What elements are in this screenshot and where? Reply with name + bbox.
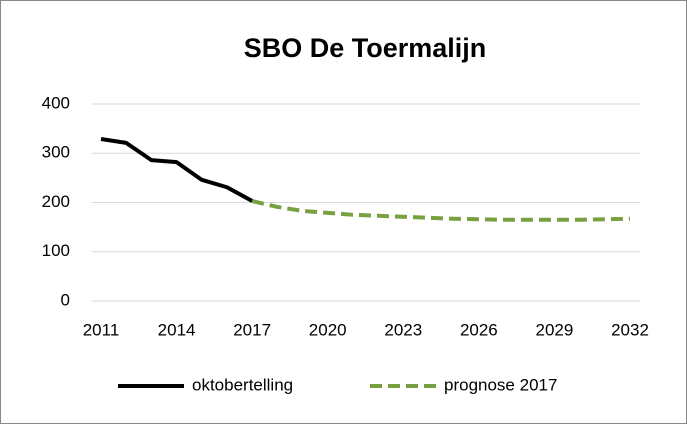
x-tick-label: 2023 [384,320,422,339]
line-series [100,136,254,203]
y-tick-label: 400 [42,93,70,112]
x-tick-label: 2011 [83,320,120,339]
x-tick-label: 2029 [536,320,574,339]
y-tick-label: 0 [61,290,70,309]
legend-label: oktobertelling [192,375,293,394]
legend-label: prognose 2017 [444,375,557,394]
line-series [251,199,631,222]
x-tick-label: 2014 [158,320,196,339]
x-tick-label: 2026 [460,320,498,339]
y-tick-label: 300 [42,143,70,162]
x-tick-label: 2032 [611,320,649,339]
x-tick-label: 2017 [233,320,271,339]
y-tick-label: 100 [42,241,70,260]
chart-title: SBO De Toermalijn [244,33,487,63]
x-tick-label: 2020 [309,320,347,339]
y-tick-label: 200 [42,192,70,211]
